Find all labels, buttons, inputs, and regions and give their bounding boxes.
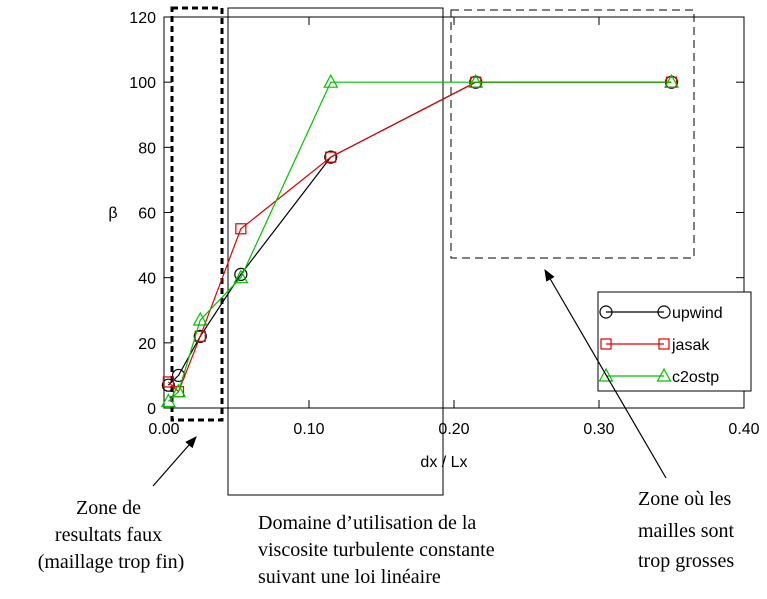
- x-tick-labels: 0.00 0.10 0.20 0.30 0.40: [148, 421, 759, 438]
- data-point-upwind: [193, 329, 207, 343]
- series-line-jasak: [167, 81, 672, 393]
- data-point-c2ostp: [160, 393, 176, 408]
- legend-marker-c2ostp: [598, 367, 614, 382]
- x-axis-label: dx / Lx: [420, 454, 467, 471]
- zone-box-coarse-mesh: [450, 9, 695, 259]
- data-point-c2ostp: [323, 73, 339, 88]
- series-c2ostp: [160, 73, 680, 408]
- data-point-c2ostp: [192, 311, 208, 326]
- x-tick-label: 0.00: [148, 421, 179, 438]
- data-point-jasak: [162, 376, 174, 388]
- legend-label-upwind: upwind: [672, 305, 723, 322]
- y-tick-label: 20: [138, 336, 156, 353]
- legend-box: [597, 291, 752, 392]
- legend: upwind jasak c2ostp: [597, 291, 752, 392]
- y-tick-label: 0: [147, 401, 156, 418]
- legend-marker-upwind: [599, 305, 613, 319]
- y-tick-label: 40: [138, 271, 156, 288]
- arrow-fine-mesh: [152, 436, 197, 487]
- data-point-jasak: [325, 151, 337, 163]
- series-group: [160, 73, 680, 408]
- y-axis-label: β: [108, 205, 117, 222]
- data-point-jasak: [235, 223, 247, 235]
- y-tick-label: 60: [138, 206, 156, 223]
- legend-marker-jasak: [658, 338, 670, 350]
- zone-box-fine-mesh: [170, 6, 224, 422]
- annotation-linear-domain-line-2: viscosite turbulente constante: [258, 539, 495, 561]
- legend-label-jasak: jasak: [671, 337, 710, 354]
- data-point-upwind: [234, 267, 248, 282]
- annotation-fine-mesh-line-2: resultats faux: [55, 524, 162, 546]
- zone-box-linear-domain: [227, 7, 444, 496]
- annotation-coarse-mesh-line-1: Zone où les: [638, 488, 732, 510]
- data-point-c2ostp: [170, 383, 187, 398]
- data-point-c2ostp: [233, 269, 249, 284]
- x-tick-label: 0.10: [293, 421, 324, 438]
- annotation-linear-domain: Domaine d’utilisation de la viscosite tu…: [258, 512, 500, 588]
- annotation-fine-mesh-line-1: Zone de: [76, 497, 141, 519]
- annotation-linear-domain-line-3: suivant une loi linéaire: [258, 566, 441, 588]
- data-point-c2ostp: [468, 73, 484, 88]
- data-point-c2ostp: [663, 73, 680, 88]
- legend-marker-c2ostp: [656, 367, 672, 382]
- annotation-coarse-mesh-line-2: mailles sont: [638, 520, 735, 542]
- x-tick-label: 0.20: [438, 421, 469, 438]
- x-tick-label: 0.30: [583, 421, 614, 438]
- y-tick-label: 80: [138, 140, 156, 157]
- legend-marker-upwind: [657, 305, 671, 319]
- annotation-coarse-mesh: Zone où les mailles sont trop grosses: [638, 488, 739, 572]
- legend-items: upwind jasak c2ostp: [598, 305, 723, 386]
- data-point-upwind: [161, 378, 175, 392]
- data-point-upwind: [324, 150, 338, 164]
- y-tick-label: 100: [129, 75, 156, 92]
- annotation-linear-domain-line-1: Domaine d’utilisation de la: [258, 512, 476, 534]
- annotation-fine-mesh-line-3: (maillage trop fin): [38, 551, 185, 573]
- y-tick-labels: 0 20 40 60 80 100 120: [129, 10, 156, 418]
- y-tick-label: 120: [129, 10, 156, 27]
- annotation-fine-mesh: Zone de resultats faux (maillage trop fi…: [38, 497, 185, 573]
- series-line-c2ostp: [167, 81, 672, 402]
- legend-marker-jasak: [600, 338, 612, 350]
- legend-label-c2ostp: c2ostp: [672, 369, 719, 386]
- arrow-coarse-mesh: [544, 268, 667, 479]
- x-tick-label: 0.40: [728, 421, 759, 438]
- annotation-coarse-mesh-line-3: trop grosses: [638, 550, 734, 572]
